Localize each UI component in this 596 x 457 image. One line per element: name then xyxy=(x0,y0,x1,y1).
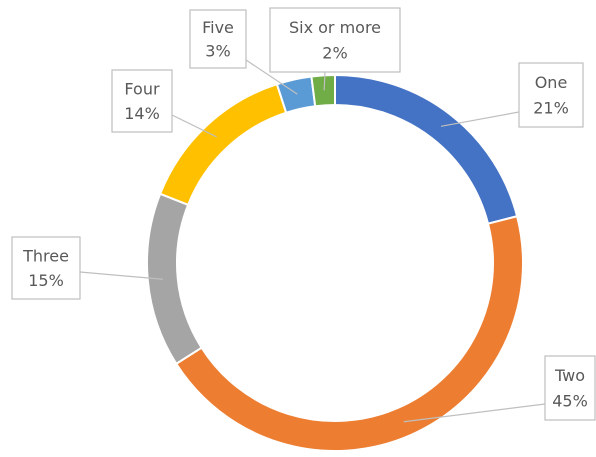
leader-line xyxy=(403,403,546,423)
donut-slice xyxy=(334,73,519,225)
label-box xyxy=(111,69,173,133)
category-label: One xyxy=(535,73,568,92)
leader-line xyxy=(440,111,520,127)
value-label: 2% xyxy=(322,44,347,63)
category-label: Five xyxy=(202,18,234,37)
label-box xyxy=(544,355,596,421)
category-label: Three xyxy=(22,246,69,265)
leader-line xyxy=(171,114,217,138)
label-box xyxy=(11,236,81,300)
label-box xyxy=(518,62,584,128)
donut-slice xyxy=(310,73,336,108)
label-box xyxy=(189,9,247,69)
category-label: Four xyxy=(124,79,160,98)
leader-line xyxy=(323,71,326,91)
value-label: 3% xyxy=(205,41,230,60)
value-label: 15% xyxy=(28,271,64,290)
value-label: 14% xyxy=(124,104,160,123)
category-label: Two xyxy=(554,366,585,385)
donut-slice xyxy=(158,82,288,207)
leader-line xyxy=(245,59,298,95)
label-box xyxy=(269,7,401,73)
donut-slice xyxy=(174,215,524,452)
leader-line xyxy=(79,271,163,280)
value-label: 45% xyxy=(552,392,588,411)
value-label: 21% xyxy=(533,99,569,118)
category-label: Six or more xyxy=(289,18,381,37)
